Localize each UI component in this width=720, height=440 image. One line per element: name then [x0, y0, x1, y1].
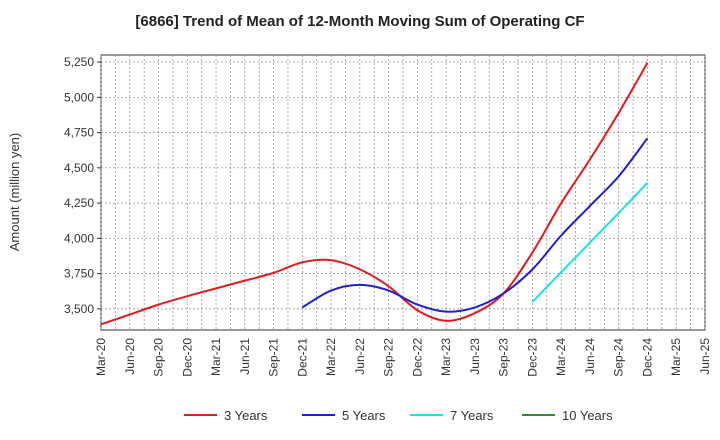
y-tick-label: 4,000	[64, 231, 94, 245]
y-tick-label: 4,250	[64, 196, 94, 210]
x-tick-label: Dec-22	[410, 338, 424, 377]
x-tick-label: Jun-21	[238, 338, 252, 375]
legend-label: 10 Years	[562, 408, 613, 423]
x-tick-label: Sep-21	[267, 338, 281, 377]
x-tick-label: Jun-25	[698, 338, 712, 375]
x-tick-label: Mar-23	[439, 338, 453, 376]
y-tick-label: 4,500	[64, 161, 94, 175]
series-line-3-years	[100, 62, 649, 326]
x-tick-label: Mar-21	[209, 338, 223, 376]
x-tick-label: Dec-20	[180, 338, 194, 377]
y-tick-label: 4,750	[64, 126, 94, 140]
x-tick-label: Dec-24	[640, 338, 654, 377]
legend-label: 7 Years	[450, 408, 494, 423]
x-tick-label: Mar-20	[94, 338, 108, 376]
x-axis-ticks: Mar-20 Jun-20 Sep-20 Dec-20 Mar-21 Jun-21 Sep-…	[94, 338, 712, 377]
x-tick-label: Dec-21	[295, 338, 309, 377]
x-tick-label: Mar-22	[324, 338, 338, 376]
y-axis-label: Amount (million yen)	[7, 133, 22, 252]
x-tick-label: Sep-23	[497, 338, 511, 377]
x-tick-label: Sep-20	[152, 338, 166, 377]
x-tick-label: Dec-23	[525, 338, 539, 377]
x-tick-label: Jun-22	[353, 338, 367, 375]
y-tick-label: 3,500	[64, 302, 94, 316]
x-tick-label: Mar-25	[669, 338, 683, 376]
series-line-7-years	[531, 181, 649, 303]
y-tick-label: 3,750	[64, 267, 94, 281]
y-axis-ticks: 3,500 3,750 4,000 4,250 4,500 4,750 5,000 5,250	[64, 55, 101, 316]
series-line-5-years	[301, 137, 649, 313]
x-tick-label: Jun-24	[583, 338, 597, 375]
x-tick-label: Sep-22	[382, 338, 396, 377]
series-lines	[100, 62, 649, 326]
x-tick-label: Sep-24	[612, 338, 626, 377]
x-tick-label: Jun-23	[468, 338, 482, 375]
y-tick-label: 5,250	[64, 55, 94, 69]
grid-lines	[100, 55, 706, 330]
legend-label: 3 Years	[224, 408, 268, 423]
y-tick-label: 5,000	[64, 90, 94, 104]
x-tick-label: Mar-24	[554, 338, 568, 376]
legend-label: 5 Years	[342, 408, 386, 423]
chart-title: [6866] Trend of Mean of 12-Month Moving …	[135, 13, 584, 30]
x-tick-label: Jun-20	[123, 338, 137, 375]
legend: 3 Years 5 Years 7 Years 10 Years	[184, 408, 613, 423]
